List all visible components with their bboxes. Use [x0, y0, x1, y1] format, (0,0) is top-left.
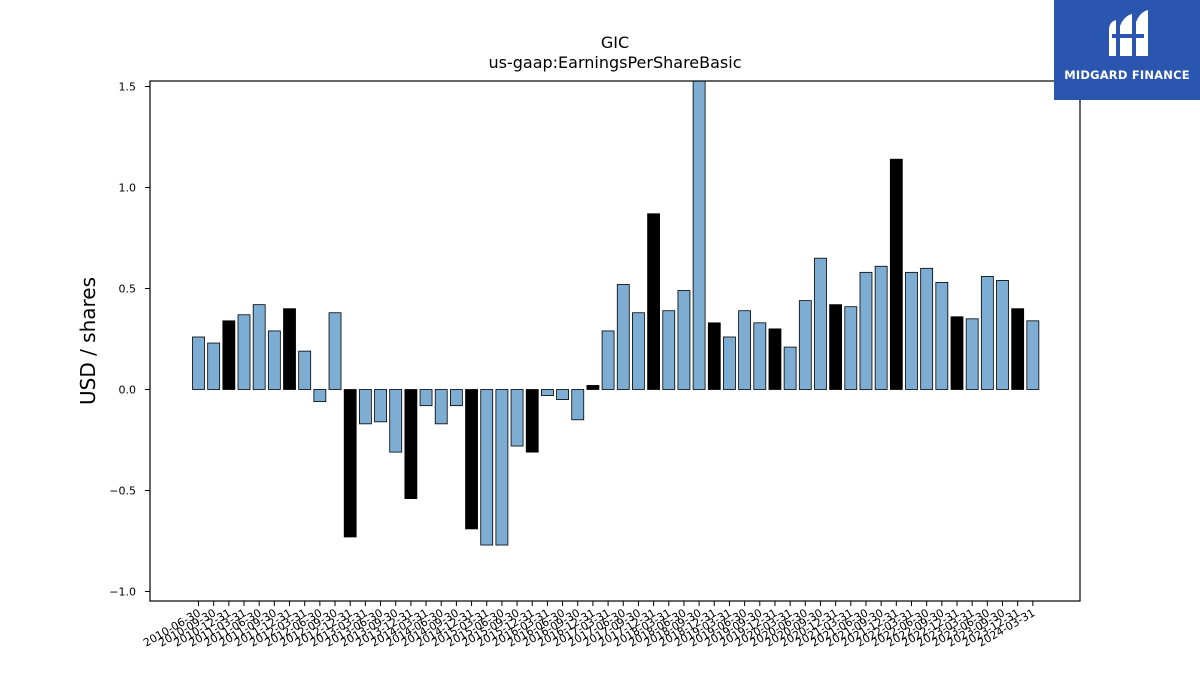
- bar-2020-12-31: [829, 304, 843, 390]
- bar-2017-06-30: [616, 284, 630, 390]
- y-axis-ticks: −1.0 −0.5 0.0 0.5 1.0 1.5: [109, 81, 150, 599]
- brand-logo-text: MIDGARD FINANCE: [1064, 68, 1190, 82]
- bar-2021-06-30: [859, 271, 873, 390]
- bar-2019-09-30: [753, 322, 767, 390]
- bar-2023-03-31: [965, 318, 979, 390]
- bar-2022-03-31: [905, 271, 918, 390]
- bar-2016-12-31: [586, 385, 600, 390]
- bar-2013-03-31: [358, 389, 372, 425]
- bar-2018-06-30: [677, 290, 691, 390]
- bar-2018-03-31: [662, 310, 676, 390]
- y-tick-label: 1.0: [119, 182, 137, 195]
- chart-subtitle: us-gaap:EarningsPerShareBasic: [488, 53, 741, 72]
- bar-2020-09-30: [814, 257, 827, 390]
- bar-2013-09-30: [389, 389, 403, 453]
- bar-2016-06-30: [556, 389, 569, 401]
- y-tick-label: 0.5: [119, 283, 137, 296]
- bar-2019-03-31: [723, 336, 736, 390]
- bar-2019-06-30: [738, 310, 752, 390]
- y-tick-label: −0.5: [109, 485, 136, 498]
- bar-2014-06-30: [434, 389, 448, 425]
- plot-frame: [149, 80, 1081, 602]
- brand-logo: MIDGARD FINANCE: [1054, 0, 1200, 100]
- bar-2021-12-31: [889, 158, 903, 390]
- y-tick-label: −1.0: [109, 586, 136, 599]
- bar-2020-03-31: [783, 346, 797, 390]
- bar-2020-06-30: [798, 300, 812, 390]
- bar-2021-03-31: [844, 306, 858, 390]
- bar-2011-06-30: [252, 304, 266, 390]
- bars-group: [192, 80, 1040, 546]
- bar-2019-12-31: [768, 328, 782, 390]
- bar-2015-09-30: [510, 389, 524, 447]
- bar-2011-03-31: [237, 314, 251, 390]
- bar-2012-09-30: [328, 312, 342, 390]
- bar-2012-06-30: [313, 389, 327, 403]
- bar-2022-06-30: [920, 267, 934, 390]
- chart-title: GIC: [601, 33, 629, 52]
- bar-2023-06-30: [980, 275, 994, 390]
- bar-2014-09-30: [449, 389, 463, 407]
- bar-2015-12-31: [525, 389, 539, 453]
- bar-2012-12-31: [343, 389, 357, 538]
- bar-2013-06-30: [374, 389, 387, 423]
- bar-2024-03-31: [1026, 320, 1040, 390]
- bar-2010-09-30: [207, 342, 221, 390]
- bar-2018-12-31: [707, 322, 721, 390]
- bar-2022-09-30: [935, 282, 949, 390]
- midgard-logo-icon: [1109, 10, 1148, 56]
- bar-2010-12-31: [222, 320, 236, 390]
- bar-2014-03-31: [419, 389, 433, 407]
- bar-2021-09-30: [874, 265, 888, 390]
- y-tick-label: 0.0: [119, 384, 137, 397]
- bar-2011-09-30: [267, 330, 281, 390]
- bar-2012-03-31: [298, 350, 312, 390]
- x-axis-ticks: 2010-06-302010-09-302010-12-312011-03-31…: [141, 601, 1037, 650]
- bar-2023-12-31: [1011, 308, 1025, 390]
- bar-2023-09-30: [996, 280, 1009, 390]
- bar-2022-12-31: [950, 316, 964, 390]
- bar-2015-03-31: [480, 389, 494, 546]
- bar-2017-03-31: [601, 330, 615, 390]
- bar-2017-09-30: [632, 312, 645, 390]
- y-axis-label: USD / shares: [76, 277, 100, 405]
- bar-2013-12-31: [404, 389, 418, 499]
- bar-2017-12-31: [647, 213, 660, 390]
- bar-2011-12-31: [283, 308, 296, 390]
- y-tick-label: 1.5: [119, 81, 137, 94]
- bar-2018-09-30: [692, 80, 706, 390]
- bar-2014-12-31: [465, 389, 478, 530]
- bar-2015-06-30: [495, 389, 509, 546]
- bar-2010-06-30: [192, 336, 205, 390]
- bar-2016-03-31: [541, 389, 554, 396]
- bar-2016-09-30: [571, 389, 585, 421]
